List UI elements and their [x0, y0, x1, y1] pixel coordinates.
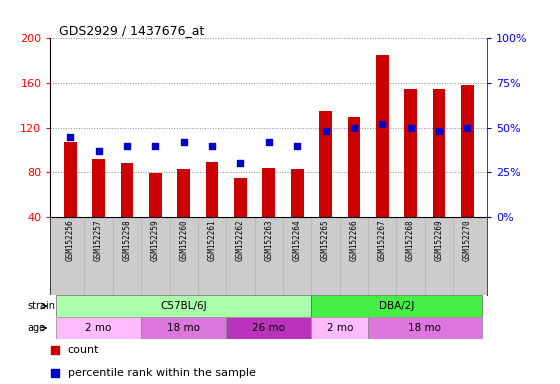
Bar — [376, 55, 389, 217]
Text: GDS2929 / 1437676_at: GDS2929 / 1437676_at — [59, 24, 204, 37]
Point — [349, 125, 358, 131]
Text: GSM152266: GSM152266 — [349, 219, 358, 261]
Text: age: age — [27, 323, 46, 333]
Point — [236, 161, 245, 167]
Point — [321, 128, 330, 134]
Point — [264, 139, 273, 145]
Text: percentile rank within the sample: percentile rank within the sample — [68, 368, 256, 378]
Text: 26 mo: 26 mo — [253, 323, 285, 333]
Text: GSM152257: GSM152257 — [94, 219, 103, 261]
Bar — [56, 295, 311, 316]
Bar — [311, 318, 368, 339]
Text: strain: strain — [27, 301, 55, 311]
Bar — [291, 169, 304, 217]
Bar — [64, 142, 77, 217]
Bar — [92, 159, 105, 217]
Bar — [404, 89, 417, 217]
Text: count: count — [68, 345, 99, 355]
Point — [378, 121, 387, 127]
Text: GSM152256: GSM152256 — [66, 219, 74, 261]
Text: GSM152259: GSM152259 — [151, 219, 160, 261]
Bar — [348, 116, 360, 217]
Point — [435, 128, 444, 134]
Bar — [206, 162, 218, 217]
Bar — [311, 295, 482, 316]
Text: 18 mo: 18 mo — [408, 323, 441, 333]
Point — [66, 134, 74, 140]
Bar — [120, 164, 133, 217]
Point — [463, 125, 472, 131]
Text: GSM152261: GSM152261 — [208, 219, 217, 261]
Text: GSM152262: GSM152262 — [236, 219, 245, 261]
Bar — [263, 168, 275, 217]
Bar — [178, 169, 190, 217]
Bar — [368, 318, 482, 339]
Point — [406, 125, 415, 131]
Text: GSM152265: GSM152265 — [321, 219, 330, 261]
Point — [208, 142, 217, 149]
Text: DBA/2J: DBA/2J — [379, 301, 414, 311]
Point — [293, 142, 302, 149]
Point — [179, 139, 188, 145]
Text: 2 mo: 2 mo — [86, 323, 112, 333]
Text: GSM152269: GSM152269 — [435, 219, 444, 261]
Text: 2 mo: 2 mo — [326, 323, 353, 333]
Text: GSM152268: GSM152268 — [406, 219, 415, 261]
Text: GSM152263: GSM152263 — [264, 219, 273, 261]
Bar — [432, 89, 445, 217]
Bar — [234, 178, 247, 217]
Text: 18 mo: 18 mo — [167, 323, 200, 333]
Bar — [141, 318, 226, 339]
Text: GSM152258: GSM152258 — [123, 219, 132, 261]
Bar — [149, 174, 162, 217]
Text: GSM152267: GSM152267 — [378, 219, 387, 261]
Text: GSM152264: GSM152264 — [293, 219, 302, 261]
Text: GSM152260: GSM152260 — [179, 219, 188, 261]
Point — [151, 142, 160, 149]
Bar — [319, 111, 332, 217]
Bar — [226, 318, 311, 339]
Point — [50, 347, 59, 353]
Text: C57BL/6J: C57BL/6J — [160, 301, 207, 311]
Bar — [461, 85, 474, 217]
Point — [50, 370, 59, 376]
Point — [123, 142, 132, 149]
Bar — [56, 318, 141, 339]
Text: GSM152270: GSM152270 — [463, 219, 472, 261]
Point — [94, 148, 103, 154]
